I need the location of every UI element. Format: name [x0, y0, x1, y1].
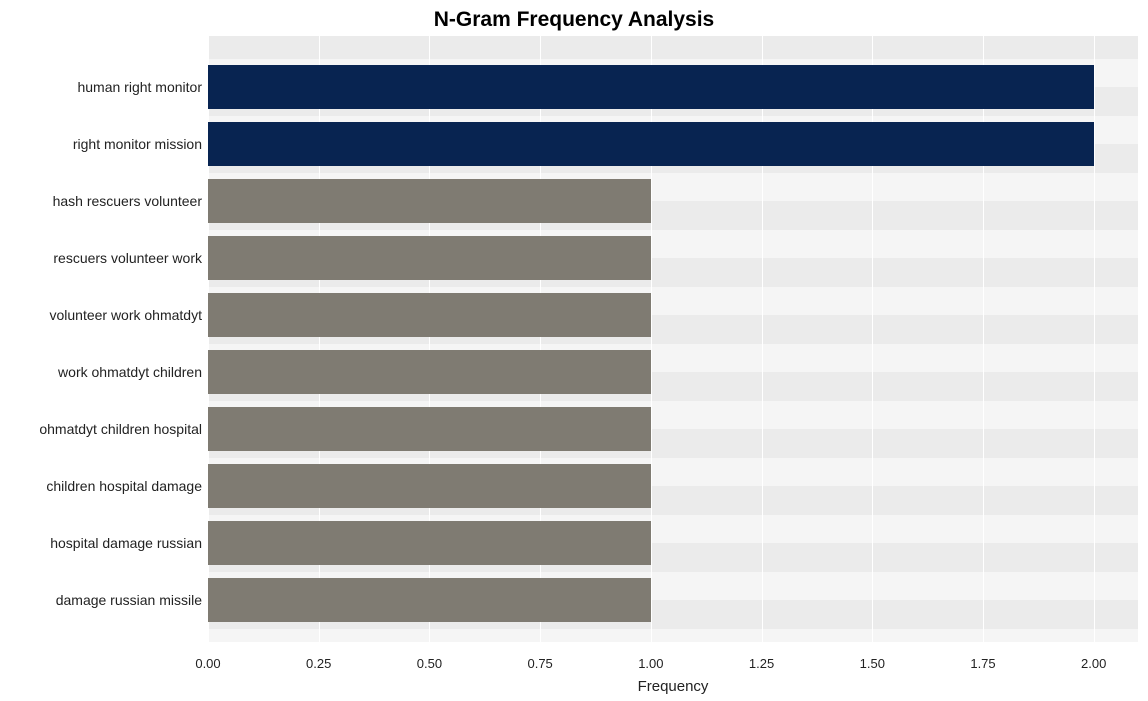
x-tick-label: 0.50	[417, 656, 442, 671]
y-tick-label: ohmatdyt children hospital	[0, 421, 202, 437]
x-axis-label: Frequency	[638, 678, 709, 695]
x-tick-label: 1.75	[970, 656, 995, 671]
x-tick-label: 1.00	[638, 656, 663, 671]
ngram-chart: N-Gram Frequency Analysis Frequency huma…	[0, 0, 1148, 701]
y-tick-label: hospital damage russian	[0, 535, 202, 551]
bar	[208, 464, 651, 508]
y-tick-label: work ohmatdyt children	[0, 364, 202, 380]
bar	[208, 578, 651, 622]
bar	[208, 122, 1094, 166]
x-tick-label: 0.75	[527, 656, 552, 671]
plot-area	[208, 36, 1138, 642]
y-tick-label: children hospital damage	[0, 478, 202, 494]
bar	[208, 179, 651, 223]
chart-title: N-Gram Frequency Analysis	[0, 8, 1148, 32]
y-tick-label: right monitor mission	[0, 136, 202, 152]
bar	[208, 293, 651, 337]
grid-stripe	[208, 36, 1138, 59]
bar	[208, 236, 651, 280]
x-tick-label: 1.50	[860, 656, 885, 671]
y-tick-label: human right monitor	[0, 79, 202, 95]
x-tick-label: 0.00	[195, 656, 220, 671]
y-tick-label: volunteer work ohmatdyt	[0, 307, 202, 323]
x-tick-label: 0.25	[306, 656, 331, 671]
x-tick-label: 1.25	[749, 656, 774, 671]
bar	[208, 521, 651, 565]
grid-stripe	[208, 629, 1138, 643]
y-tick-label: hash rescuers volunteer	[0, 193, 202, 209]
grid-vline	[1094, 36, 1095, 642]
bar	[208, 65, 1094, 109]
y-tick-label: damage russian missile	[0, 592, 202, 608]
y-tick-label: rescuers volunteer work	[0, 250, 202, 266]
x-tick-label: 2.00	[1081, 656, 1106, 671]
bar	[208, 350, 651, 394]
bar	[208, 407, 651, 451]
